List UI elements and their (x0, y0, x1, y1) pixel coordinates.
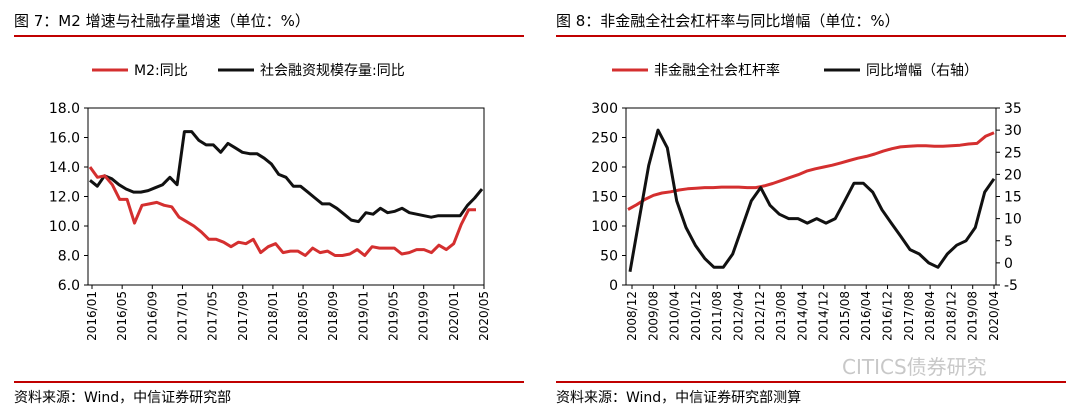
right-left-y-tick-label: 150 (591, 190, 618, 206)
right-x-tick-label: 2016/04 (859, 291, 873, 341)
right-x-tick-label: 2017/08 (902, 291, 916, 341)
left-x-tick-label: 2020/05 (477, 291, 491, 341)
left-y-tick-label: 10.0 (49, 219, 80, 235)
left-y-tick-label: 8.0 (58, 249, 80, 265)
left-x-tick-label: 2017/09 (236, 291, 250, 341)
legend-label-m2: M2:同比 (134, 63, 188, 79)
left-y-tick-label: 14.0 (49, 160, 80, 176)
legend-label-yoy: 同比增幅（右轴） (866, 63, 978, 79)
left-x-tick-label: 2019/05 (387, 291, 401, 341)
left-x-tick-label: 2020/01 (447, 291, 461, 341)
watermark-text: CITICS债券研究 (842, 355, 987, 379)
right-x-tick-label: 2013/08 (774, 291, 788, 341)
left-x-tick-label: 2018/01 (266, 291, 280, 341)
left-plot-area: 6.0 8.0 10.0 12.0 14.0 16.0 18.0 2016/01 2016/05… (49, 101, 491, 341)
right-plot-frame (625, 107, 997, 286)
right-x-tick-label: 2020/04 (987, 291, 1001, 341)
left-x-tick-label: 2017/01 (175, 291, 189, 341)
left-x-tick-label: 2017/05 (206, 291, 220, 341)
right-x-tick-label: 2018/12 (944, 291, 958, 341)
left-source-note: 资料来源：Wind，中信证券研究部 (14, 390, 231, 406)
left-x-tick-label: 2016/09 (145, 291, 159, 341)
right-left-y-tick-label: 200 (591, 160, 618, 176)
right-x-tick-label: 2016/12 (881, 291, 895, 341)
series-line-leverage (627, 131, 995, 211)
right-left-y-tick-label: 300 (591, 101, 618, 117)
right-left-y-tick-label: 100 (591, 219, 618, 235)
left-x-tick-label: 2016/05 (115, 291, 129, 341)
right-x-tick-label: 2012/12 (753, 291, 767, 341)
right-left-y-tick-label: 0 (609, 278, 618, 294)
series-line-social-financing (89, 130, 484, 224)
right-x-tick-label: 2014/12 (817, 291, 831, 341)
right-x-tick-label: 2009/08 (646, 291, 660, 341)
left-legend: M2:同比 社会融资规模存量:同比 (92, 63, 405, 79)
right-x-tick-label: 2014/04 (795, 291, 809, 341)
series-line-yoy (628, 128, 996, 272)
right-right-y-tick-label: 0 (1004, 256, 1013, 272)
legend-label-social-financing: 社会融资规模存量:同比 (260, 63, 405, 79)
left-x-tick-label: 2018/09 (326, 291, 340, 341)
right-right-y-tick-label: -5 (1004, 278, 1018, 294)
right-right-y-tick-label: 30 (1004, 123, 1022, 139)
left-y-tick-label: 6.0 (58, 278, 80, 294)
right-plot-area: 0 50 100 150 200 250 300 -5 0 5 10 15 20 25 30 35 2008/1… (591, 101, 1022, 341)
left-figure-title: 图 7：M2 增速与社融存量增速（单位：%） (14, 12, 310, 30)
left-y-tick-label: 12.0 (49, 190, 80, 206)
right-right-y-tick-label: 15 (1004, 190, 1022, 206)
right-figure: 图 8：非金融全社会杠杆率与同比增幅（单位：%） 非金融全社会杠杆率 同比增幅（… (556, 12, 1066, 406)
right-x-tick-label: 2008/12 (625, 291, 639, 341)
right-x-tick-label: 2015/08 (838, 291, 852, 341)
right-x-tick-label: 2012/04 (731, 291, 745, 341)
right-left-y-tick-label: 50 (600, 249, 618, 265)
right-right-y-tick-label: 25 (1004, 145, 1022, 161)
right-figure-title: 图 8：非金融全社会杠杆率与同比增幅（单位：%） (556, 12, 900, 30)
left-x-tick-label: 2019/01 (356, 291, 370, 341)
right-x-tick-label: 2018/04 (923, 291, 937, 341)
left-plot-frame (87, 107, 485, 286)
right-right-y-tick-label: 10 (1004, 212, 1022, 228)
right-x-tick-label: 2019/08 (966, 291, 980, 341)
left-y-tick-label: 18.0 (49, 101, 80, 117)
right-left-y-tick-label: 250 (591, 131, 618, 147)
right-source-note: 资料来源：Wind，中信证券研究部测算 (556, 390, 801, 406)
left-x-tick-label: 2016/01 (85, 291, 99, 341)
right-right-y-tick-label: 5 (1004, 234, 1013, 250)
right-right-y-tick-label: 20 (1004, 167, 1022, 183)
right-legend: 非金融全社会杠杆率 同比增幅（右轴） (612, 62, 978, 79)
left-y-tick-label: 16.0 (49, 131, 80, 147)
right-x-tick-label: 2010/12 (689, 291, 703, 341)
left-figure: 图 7：M2 增速与社融存量增速（单位：%） M2:同比 社会融资规模存量:同比… (14, 12, 524, 406)
left-x-tick-label: 2018/05 (296, 291, 310, 341)
left-x-tick-label: 2019/09 (417, 291, 431, 341)
right-x-tick-label: 2011/08 (710, 291, 724, 341)
series-line-m2 (88, 166, 476, 257)
right-right-y-tick-label: 35 (1004, 101, 1022, 117)
right-x-tick-label: 2010/04 (668, 291, 682, 341)
legend-label-leverage: 非金融全社会杠杆率 (654, 62, 780, 79)
